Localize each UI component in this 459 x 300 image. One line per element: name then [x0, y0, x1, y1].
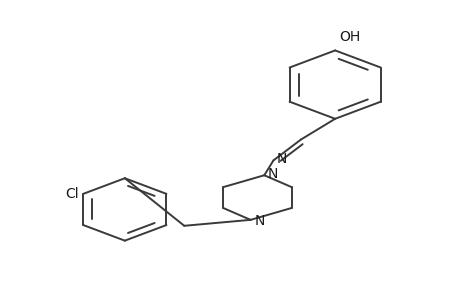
Text: OH: OH	[339, 31, 360, 44]
Text: Cl: Cl	[65, 187, 78, 201]
Text: N: N	[267, 167, 278, 182]
Text: N: N	[276, 152, 287, 166]
Text: N: N	[254, 214, 264, 228]
